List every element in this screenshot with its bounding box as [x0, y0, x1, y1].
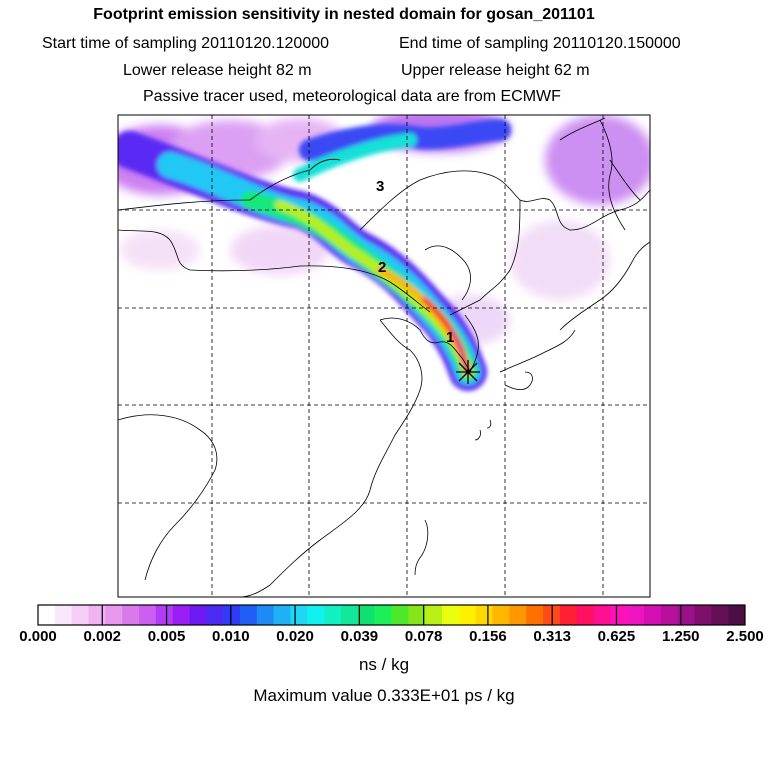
colorbar-swatch — [374, 605, 392, 625]
colorbar-label: 0.000 — [19, 628, 57, 645]
colorbar-swatch — [54, 605, 72, 625]
colorbar-swatch — [240, 605, 258, 625]
colorbar-label: 0.020 — [276, 628, 314, 645]
colorbar-swatch — [728, 605, 746, 625]
graticule — [118, 115, 650, 597]
maximum-value-label: Maximum value 0.333E+01 ps / kg — [253, 686, 515, 705]
colorbar-swatch — [408, 605, 426, 625]
map-frame — [117, 114, 651, 598]
colorbar-swatch — [139, 605, 157, 625]
colorbar-frame — [37, 604, 746, 626]
colorbar-label: 0.005 — [147, 628, 186, 645]
colorbar-swatch — [105, 605, 123, 625]
colorbar-swatch — [88, 605, 106, 625]
colorbar-swatch — [341, 605, 359, 625]
colorbar-swatch — [425, 605, 443, 625]
colorbar-swatch — [71, 605, 89, 625]
coastlines — [118, 117, 650, 597]
colorbar-swatch — [694, 605, 712, 625]
cluster-marker-1: 1 — [446, 329, 454, 346]
colorbar-label: 0.156 — [469, 628, 507, 645]
colorbar-swatch — [509, 605, 527, 625]
colorbar-swatch — [155, 605, 173, 625]
colorbar-label: 0.039 — [340, 628, 379, 645]
colorbar-label: 0.010 — [212, 628, 250, 645]
colorbar-swatch — [711, 605, 729, 625]
colorbar-swatch — [307, 605, 325, 625]
colorbar-swatch — [324, 605, 342, 625]
footprint-map: 3 2 1 — [37, 114, 746, 626]
colorbar-swatch — [273, 605, 291, 625]
colorbar-label: 0.002 — [83, 628, 122, 645]
colorbar-swatch — [660, 605, 678, 625]
cluster-marker-2: 2 — [378, 259, 386, 276]
colorbar-swatch — [391, 605, 409, 625]
colorbar-swatch — [492, 605, 510, 625]
colorbar-swatch — [475, 605, 493, 625]
end-time-label: End time of sampling 20110120.150000 — [399, 35, 681, 52]
colorbar-swatch — [172, 605, 190, 625]
colorbar-swatch — [543, 605, 561, 625]
colorbar-swatch — [122, 605, 140, 625]
colorbar-swatch — [256, 605, 274, 625]
colorbar-swatch — [526, 605, 544, 625]
colorbar-swatch — [206, 605, 224, 625]
colorbar-swatch — [576, 605, 594, 625]
colorbar-swatch — [593, 605, 611, 625]
upper-height-label: Upper release height 62 m — [401, 62, 590, 79]
plot-title: Footprint emission sensitivity in nested… — [93, 6, 595, 23]
lower-height-label: Lower release height 82 m — [123, 62, 312, 79]
colorbar-label: 0.625 — [597, 628, 636, 645]
colorbar-label: 2.500 — [726, 628, 764, 645]
colorbar-swatch — [458, 605, 476, 625]
colorbar — [37, 604, 746, 626]
colorbar-swatch — [610, 605, 628, 625]
colorbar-label: 0.078 — [404, 628, 443, 645]
receptor-star-icon — [456, 360, 480, 384]
colorbar-swatch — [290, 605, 308, 625]
colorbar-label: 1.250 — [661, 628, 700, 645]
colorbar-swatch — [559, 605, 577, 625]
colorbar-swatch — [677, 605, 695, 625]
footprint-field — [118, 115, 650, 597]
colorbar-swatch — [223, 605, 241, 625]
cluster-marker-3: 3 — [376, 178, 384, 195]
colorbar-swatch — [627, 605, 645, 625]
colorbar-swatch — [644, 605, 662, 625]
tracer-note: Passive tracer used, meteorological data… — [143, 88, 561, 105]
colorbar-label: 0.313 — [533, 628, 571, 645]
colorbar-units: ns / kg — [358, 655, 410, 674]
start-time-label: Start time of sampling 20110120.120000 — [42, 35, 330, 52]
colorbar-swatch — [442, 605, 460, 625]
colorbar-swatch — [189, 605, 207, 625]
colorbar-swatch — [38, 605, 56, 625]
colorbar-swatch — [357, 605, 375, 625]
